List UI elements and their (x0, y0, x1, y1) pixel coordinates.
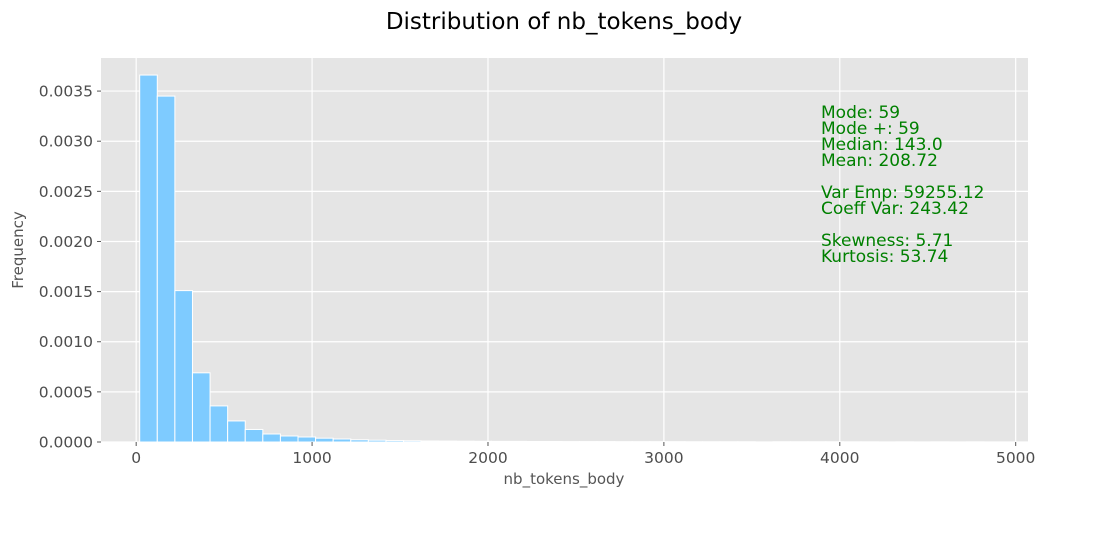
histogram-bar (930, 441, 950, 444)
chart-title: Distribution of nb_tokens_body (386, 9, 742, 35)
histogram-bar (772, 441, 792, 444)
y-tick-label: 0.0005 (39, 383, 93, 401)
histogram-bar (807, 441, 827, 444)
histogram-bar (790, 441, 809, 444)
histogram-bar (244, 428, 264, 443)
stat-line: Mode +: 59 (821, 119, 920, 139)
histogram-bar (543, 440, 563, 443)
histogram-bar (385, 440, 405, 443)
y-tick-label: 0.0035 (39, 83, 93, 101)
y-tick-label: 0.0030 (39, 133, 93, 151)
histogram-bars (139, 74, 985, 444)
stat-line: Mean: 208.72 (821, 151, 938, 171)
y-axis-ticks: 0.0000 0.0005 0.0010 0.0015 0.0020 0.0025 0.00… (39, 83, 101, 452)
histogram-bar (279, 435, 299, 443)
x-tick-label: 0 (131, 449, 141, 467)
histogram-bar (297, 436, 317, 443)
x-tick-label: 4000 (820, 449, 859, 467)
histogram-bar (191, 372, 211, 443)
stat-line: Mode: 59 (821, 103, 900, 123)
histogram-bar (315, 437, 334, 443)
y-tick-label: 0.0000 (39, 434, 93, 452)
plot-area (101, 58, 1028, 442)
stat-line: Skewness: 5.71 (821, 231, 953, 251)
histogram-bar (473, 440, 493, 443)
histogram-bar (860, 441, 879, 444)
x-tick-label: 2000 (468, 449, 507, 467)
histogram-bar (702, 441, 721, 444)
histogram-bar (403, 440, 422, 443)
stat-line: Var Emp: 59255.12 (821, 183, 984, 203)
histogram-bar (596, 441, 616, 443)
histogram-bar (455, 440, 475, 443)
histogram-bar (508, 440, 528, 443)
histogram-bar (438, 440, 457, 443)
histogram-bar (578, 441, 598, 443)
histogram-bar (209, 405, 229, 443)
histogram-bar (367, 439, 387, 443)
y-tick-label: 0.0025 (39, 183, 93, 201)
histogram-bar (631, 441, 651, 443)
y-tick-label: 0.0010 (39, 333, 93, 351)
histogram-bar (156, 95, 176, 443)
stat-line: Median: 143.0 (821, 135, 943, 155)
histogram-bar (684, 441, 704, 444)
histogram-bar (227, 420, 246, 443)
y-tick-label: 0.0015 (39, 283, 93, 301)
histogram-bar (139, 74, 158, 443)
histogram-bar (666, 441, 686, 443)
histogram-bar (561, 441, 580, 443)
histogram-bar (965, 441, 985, 444)
histogram-bar (719, 441, 739, 444)
histogram-bar (649, 441, 668, 443)
histogram-bar (491, 440, 510, 443)
x-tick-label: 5000 (996, 449, 1035, 467)
y-tick-label: 0.0020 (39, 233, 93, 251)
stat-line: Kurtosis: 53.74 (821, 247, 948, 267)
histogram-bar (825, 441, 844, 444)
x-tick-label: 3000 (644, 449, 683, 467)
histogram-bar (262, 433, 281, 443)
histogram-bar (614, 441, 633, 443)
histogram-bar (420, 440, 440, 443)
x-tick-label: 1000 (292, 449, 331, 467)
x-axis-label: nb_tokens_body (504, 470, 625, 489)
histogram-bar (737, 441, 756, 444)
x-axis-ticks: 0 1000 2000 3000 4000 5000 (131, 442, 1035, 467)
histogram-bar (842, 441, 862, 444)
y-axis-label: Frequency (9, 211, 27, 289)
histogram-bar (526, 440, 545, 443)
histogram-bar (350, 439, 369, 443)
histogram-bar (332, 438, 352, 443)
stat-line: Coeff Var: 243.42 (821, 199, 969, 219)
histogram-bar (174, 290, 193, 443)
histogram-bar (895, 441, 915, 444)
